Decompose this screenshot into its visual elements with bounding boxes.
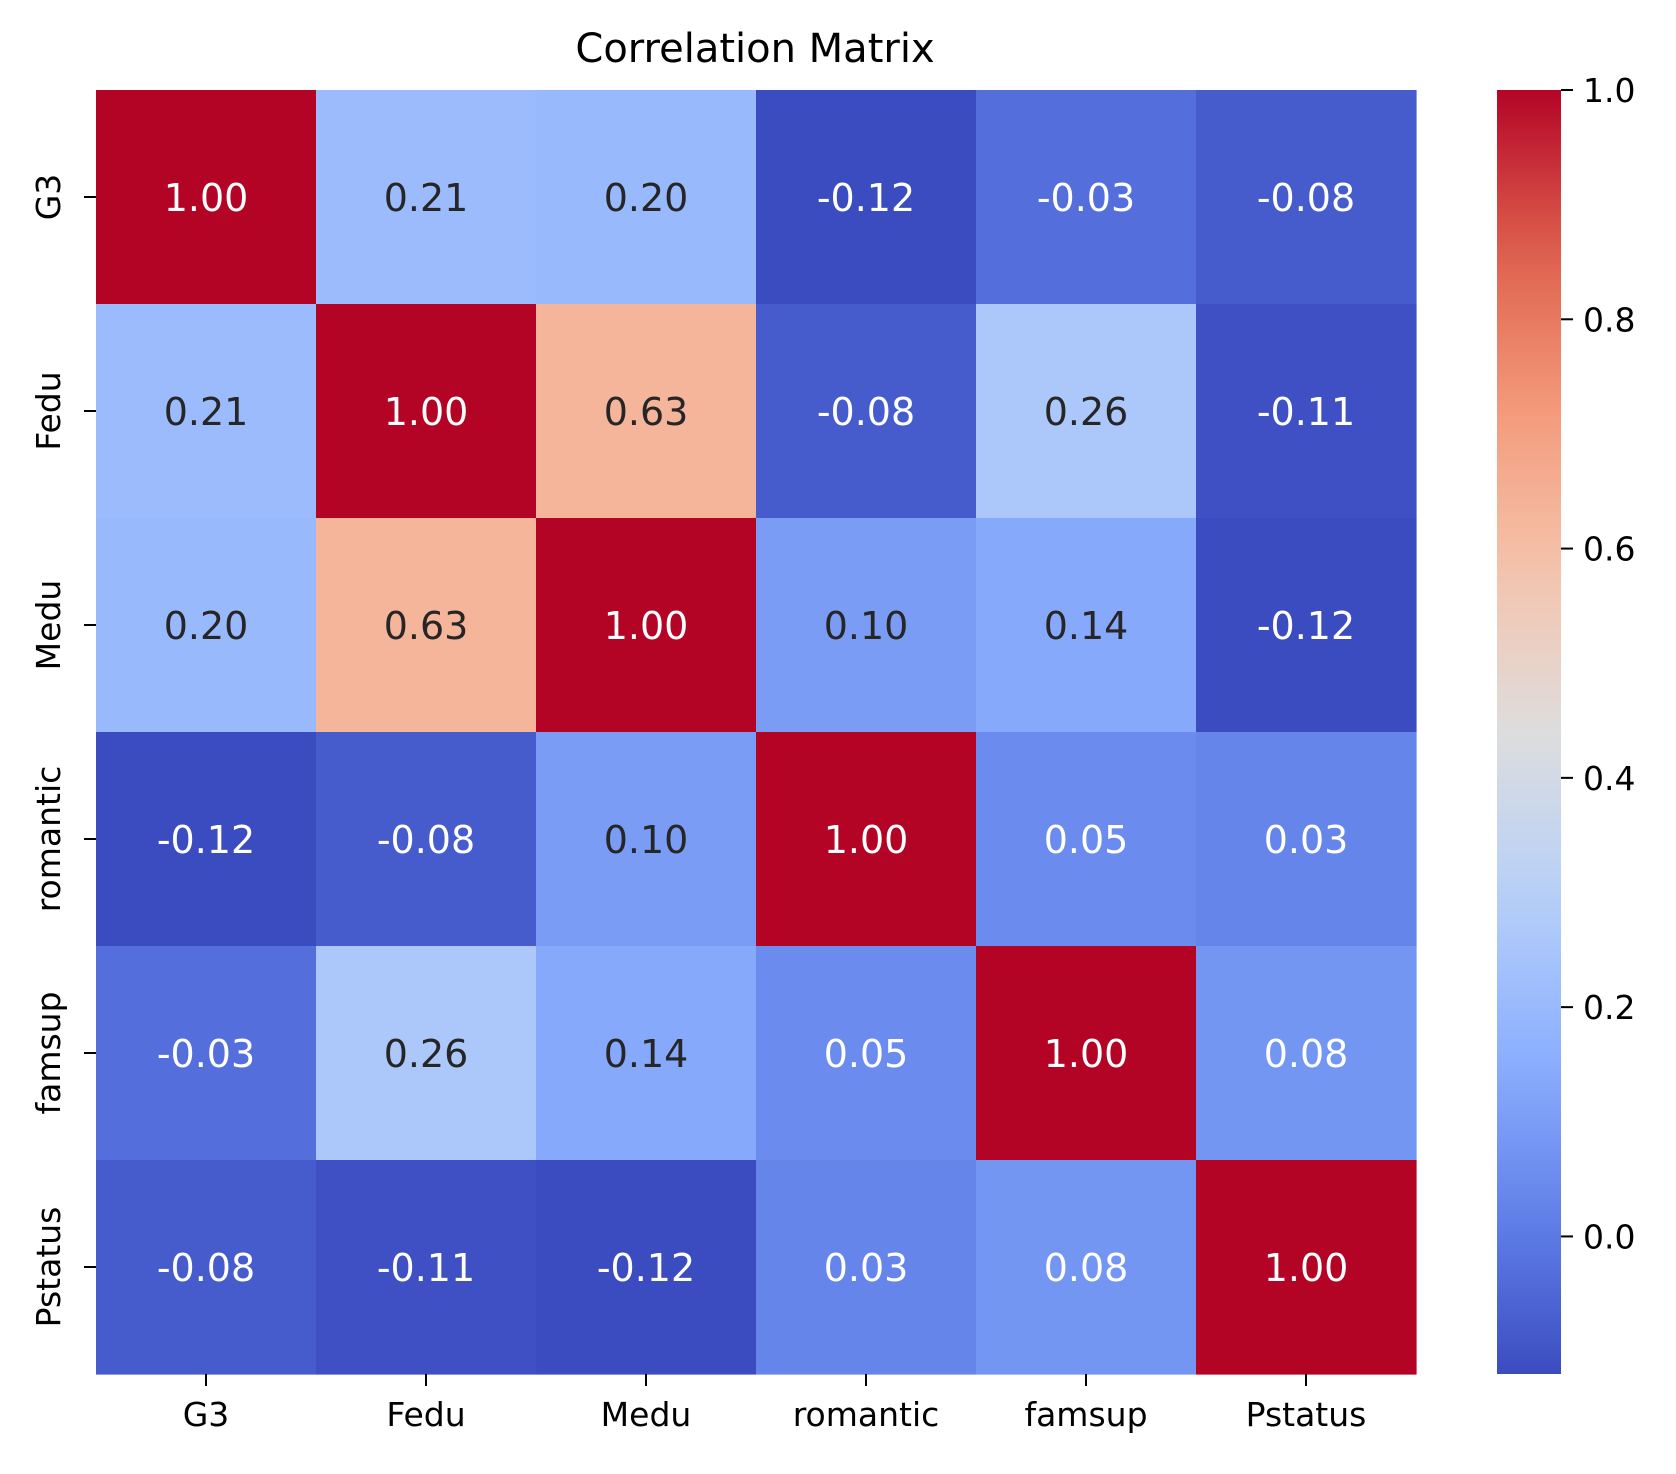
- heatmap-cell: [96, 1160, 317, 1375]
- cell-value-label: 0.20: [164, 604, 249, 648]
- heatmap-cell: [536, 1160, 757, 1375]
- x-tick-label: Pstatus: [1246, 1395, 1367, 1434]
- heatmap-cell: [1196, 90, 1417, 305]
- heatmap-cell: [96, 90, 317, 305]
- heatmap-cell-labels: 1.00 0.21 0.20 -0.12 -0.03 -0.08 0.21 1.00 0.63 -…: [157, 176, 1355, 1290]
- heatmap-cell: [976, 1160, 1197, 1375]
- heatmap-cell: [536, 518, 757, 733]
- cell-value-label: 0.03: [824, 1246, 909, 1290]
- heatmap-cell: [316, 518, 537, 733]
- heatmap-cell: [756, 732, 977, 947]
- heatmap-cell: [756, 946, 977, 1161]
- heatmap-cell: [976, 518, 1197, 733]
- heatmap-cell: [976, 732, 1197, 947]
- cell-value-label: 0.21: [384, 176, 469, 220]
- cell-value-label: 1.00: [1264, 1246, 1349, 1290]
- cell-value-label: -0.08: [1257, 176, 1355, 220]
- y-tick-label: Pstatus: [29, 1207, 68, 1328]
- cell-value-label: 0.63: [384, 604, 469, 648]
- cell-value-label: 0.10: [604, 818, 689, 862]
- cell-value-label: -0.12: [597, 1246, 695, 1290]
- cell-value-label: 1.00: [164, 176, 249, 220]
- cell-value-label: -0.03: [1037, 176, 1135, 220]
- heatmap-cell: [536, 304, 757, 519]
- colorbar-tick-label: 0.6: [1583, 530, 1635, 569]
- heatmap-cell: [316, 1160, 537, 1375]
- y-tick-label: Medu: [29, 580, 68, 671]
- cell-value-label: 0.08: [1264, 1032, 1349, 1076]
- cell-value-label: 1.00: [824, 818, 909, 862]
- cell-value-label: 0.26: [384, 1032, 469, 1076]
- heatmap-cell: [316, 946, 537, 1161]
- x-tick-label: famsup: [1024, 1395, 1147, 1434]
- heatmap-cell: [1196, 732, 1417, 947]
- cell-value-label: 0.63: [604, 390, 689, 434]
- x-tick-label: Fedu: [386, 1395, 465, 1434]
- cell-value-label: 0.21: [164, 390, 249, 434]
- cell-value-label: 0.10: [824, 604, 909, 648]
- heatmap-cell: [316, 90, 537, 305]
- cell-value-label: 0.14: [1044, 604, 1129, 648]
- y-tick-label: Fedu: [29, 371, 68, 450]
- heatmap-cell: [96, 946, 317, 1161]
- cell-value-label: 0.20: [604, 176, 689, 220]
- heatmap-cell: [976, 304, 1197, 519]
- cell-value-label: 1.00: [384, 390, 469, 434]
- colorbar-tick-label: 0.8: [1583, 300, 1635, 339]
- cell-value-label: 0.14: [604, 1032, 689, 1076]
- heatmap-cells: [96, 90, 1417, 1375]
- heatmap-cell: [756, 90, 977, 305]
- heatmap-cell: [756, 1160, 977, 1375]
- y-tick-label: G3: [29, 174, 68, 221]
- colorbar-tick-label: 0.2: [1583, 988, 1635, 1027]
- heatmap-cell: [96, 304, 317, 519]
- y-tick-label: romantic: [29, 766, 68, 913]
- cell-value-label: 0.26: [1044, 390, 1129, 434]
- cell-value-label: 1.00: [1044, 1032, 1129, 1076]
- cell-value-label: -0.12: [157, 818, 255, 862]
- cell-value-label: -0.08: [157, 1246, 255, 1290]
- colorbar-tick-label: 0.4: [1583, 759, 1635, 798]
- heatmap-cell: [756, 518, 977, 733]
- x-tick-label: G3: [183, 1395, 230, 1434]
- cell-value-label: -0.12: [817, 176, 915, 220]
- cell-value-label: -0.08: [817, 390, 915, 434]
- cell-value-label: -0.11: [377, 1246, 475, 1290]
- colorbar-tick-label: 0.0: [1583, 1217, 1635, 1256]
- cell-value-label: -0.08: [377, 818, 475, 862]
- heatmap-cell: [1196, 946, 1417, 1161]
- cell-value-label: 0.05: [824, 1032, 909, 1076]
- heatmap-cell: [756, 304, 977, 519]
- heatmap-cell: [1196, 304, 1417, 519]
- cell-value-label: 0.03: [1264, 818, 1349, 862]
- colorbar-gradient: [1497, 90, 1561, 1374]
- x-tick-label: romantic: [793, 1395, 940, 1434]
- cell-value-label: -0.03: [157, 1032, 255, 1076]
- heatmap-cell: [316, 304, 537, 519]
- x-axis: G3 Fedu Medu romantic famsup Pstatus: [183, 1374, 1367, 1434]
- heatmap-cell: [976, 90, 1197, 305]
- y-tick-label: famsup: [29, 991, 68, 1114]
- heatmap-cell: [536, 946, 757, 1161]
- heatmap-cell: [976, 946, 1197, 1161]
- y-axis: G3 Fedu Medu romantic famsup Pstatus: [29, 174, 96, 1328]
- cell-value-label: 0.08: [1044, 1246, 1129, 1290]
- heatmap-cell: [1196, 1160, 1417, 1375]
- chart-title: Correlation Matrix: [575, 26, 934, 72]
- heatmap-cell: [316, 732, 537, 947]
- cell-value-label: -0.12: [1257, 604, 1355, 648]
- colorbar-tick-label: 1.0: [1583, 71, 1635, 110]
- heatmap-cell: [536, 732, 757, 947]
- heatmap-cell: [96, 732, 317, 947]
- cell-value-label: -0.11: [1257, 390, 1355, 434]
- cell-value-label: 0.05: [1044, 818, 1129, 862]
- cell-value-label: 1.00: [604, 604, 689, 648]
- heatmap-cell: [1196, 518, 1417, 733]
- colorbar: 0.0 0.2 0.4 0.6 0.8 1.0: [1497, 71, 1635, 1374]
- x-tick-label: Medu: [601, 1395, 692, 1434]
- heatmap-cell: [96, 518, 317, 733]
- heatmap-cell: [536, 90, 757, 305]
